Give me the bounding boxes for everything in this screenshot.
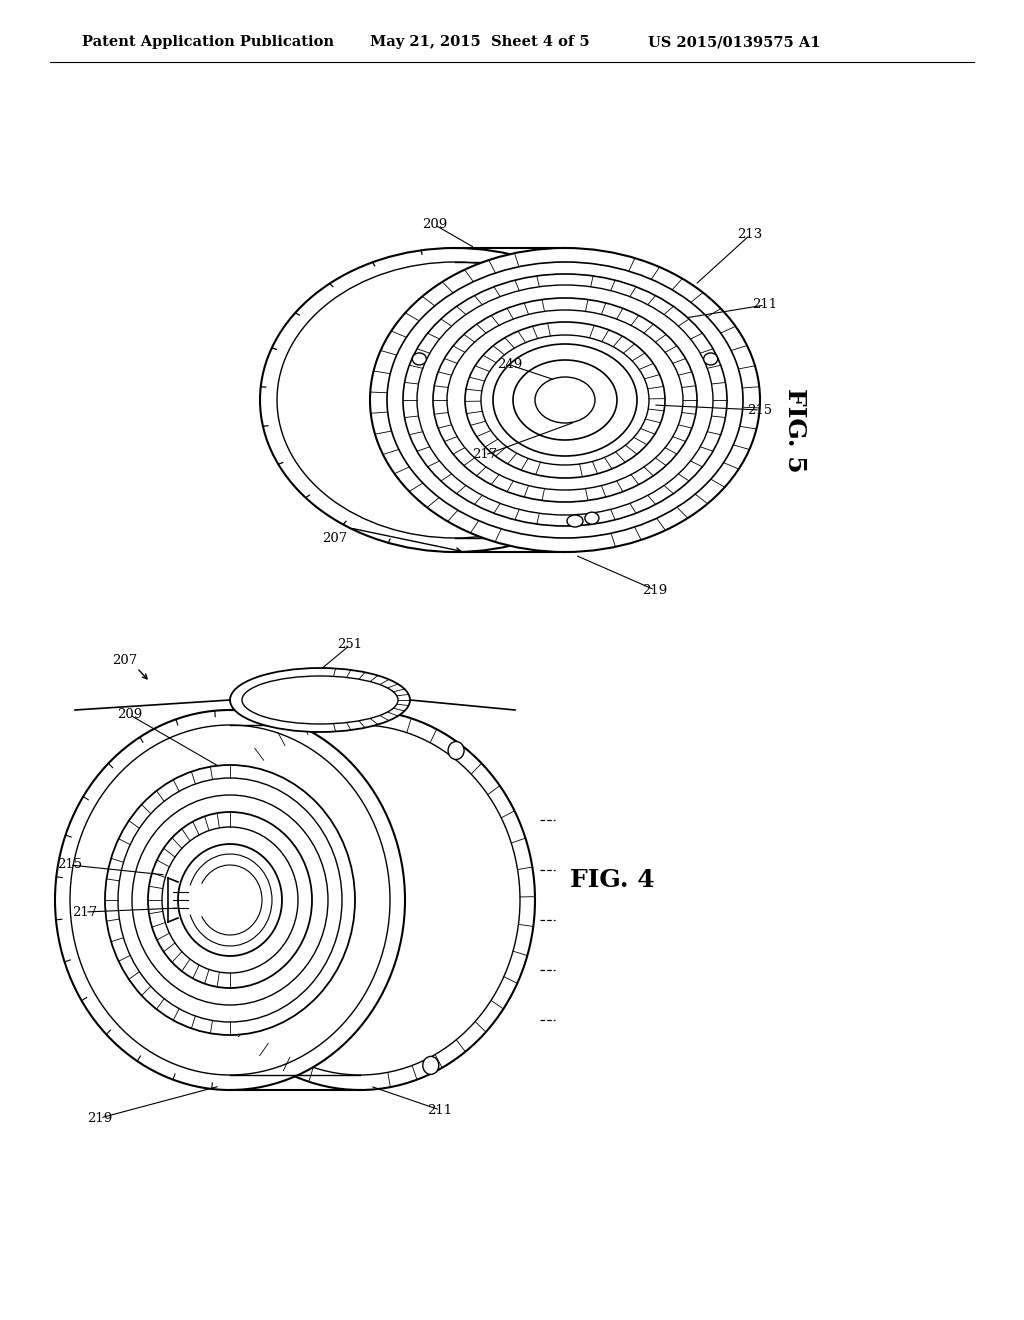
Ellipse shape xyxy=(185,710,535,1090)
Ellipse shape xyxy=(387,261,743,539)
Text: FIG. 4: FIG. 4 xyxy=(570,869,654,892)
Ellipse shape xyxy=(278,261,633,539)
Ellipse shape xyxy=(449,742,464,759)
Ellipse shape xyxy=(513,360,617,440)
Ellipse shape xyxy=(413,352,426,364)
Ellipse shape xyxy=(185,875,201,894)
Text: 217: 217 xyxy=(472,449,498,462)
Ellipse shape xyxy=(535,378,595,422)
Text: Patent Application Publication: Patent Application Publication xyxy=(82,36,334,49)
Text: 217: 217 xyxy=(73,906,97,919)
Ellipse shape xyxy=(260,248,650,552)
Text: 215: 215 xyxy=(748,404,772,417)
Ellipse shape xyxy=(162,828,298,973)
Ellipse shape xyxy=(132,795,328,1005)
Ellipse shape xyxy=(443,345,587,455)
Ellipse shape xyxy=(148,812,312,987)
Ellipse shape xyxy=(242,676,398,723)
Text: 211: 211 xyxy=(427,1104,453,1117)
Ellipse shape xyxy=(230,668,410,733)
Ellipse shape xyxy=(493,345,637,455)
Text: 215: 215 xyxy=(57,858,83,871)
Text: 209: 209 xyxy=(118,709,142,722)
Text: 207: 207 xyxy=(323,532,347,544)
Text: 219: 219 xyxy=(87,1111,113,1125)
Text: US 2015/0139575 A1: US 2015/0139575 A1 xyxy=(648,36,820,49)
Ellipse shape xyxy=(105,766,355,1035)
Ellipse shape xyxy=(433,298,697,502)
Ellipse shape xyxy=(417,285,713,515)
Ellipse shape xyxy=(370,248,760,552)
Ellipse shape xyxy=(55,710,406,1090)
Ellipse shape xyxy=(567,515,583,527)
Ellipse shape xyxy=(200,725,520,1074)
Ellipse shape xyxy=(481,335,649,465)
Text: May 21, 2015  Sheet 4 of 5: May 21, 2015 Sheet 4 of 5 xyxy=(370,36,590,49)
Ellipse shape xyxy=(463,360,567,440)
Text: 251: 251 xyxy=(338,639,362,652)
Ellipse shape xyxy=(465,322,665,478)
Ellipse shape xyxy=(178,843,282,956)
Ellipse shape xyxy=(423,1056,439,1074)
Text: 209: 209 xyxy=(422,219,447,231)
Text: FIG. 5: FIG. 5 xyxy=(783,388,807,473)
Ellipse shape xyxy=(403,275,727,525)
Ellipse shape xyxy=(118,777,342,1022)
Text: 211: 211 xyxy=(753,298,777,312)
Text: 207: 207 xyxy=(113,653,137,667)
Ellipse shape xyxy=(703,352,718,364)
Ellipse shape xyxy=(447,310,683,490)
Ellipse shape xyxy=(585,512,599,524)
Ellipse shape xyxy=(70,725,390,1074)
Text: 213: 213 xyxy=(737,228,763,242)
Text: 249: 249 xyxy=(498,359,522,371)
Text: 219: 219 xyxy=(642,583,668,597)
